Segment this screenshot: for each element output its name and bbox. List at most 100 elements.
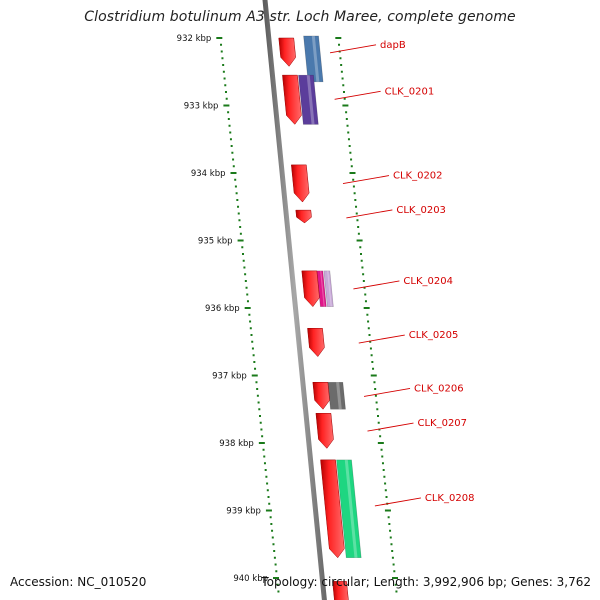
minor-tick-left [272,543,275,546]
major-tick-right [384,509,391,512]
minor-tick-right [357,226,360,228]
label-leader-line [374,497,421,507]
major-tick-right [392,577,399,579]
feature-lavender [323,270,334,307]
minor-tick-right [362,280,365,282]
minor-tick-right [381,462,384,465]
gene-arrow [312,382,330,410]
minor-tick-left [237,205,240,208]
minor-tick-left [275,570,278,573]
minor-tick-right [384,489,387,492]
minor-tick-left [227,111,230,114]
major-tick-left [237,239,244,242]
gene-arrow [307,328,325,357]
minor-tick-left [266,482,269,485]
minor-tick-right [368,334,371,336]
major-tick-right [356,239,363,242]
gene-label: CLK_0207 [417,418,467,429]
minor-tick-right [353,192,356,195]
minor-tick-left [235,192,238,195]
scale-tick-label: 934 kbp [191,169,226,179]
minor-tick-right [369,347,372,350]
scale-tick-label: 935 kbp [198,237,233,247]
minor-tick-right [373,381,376,384]
minor-tick-right [379,435,382,438]
minor-tick-left [261,435,264,438]
minor-tick-right [381,455,384,458]
minor-tick-left [262,448,265,451]
feature-highlight [327,270,332,307]
minor-tick-right [380,448,383,451]
minor-tick-left [229,131,232,134]
minor-tick-right [367,320,370,323]
feature-green [336,459,362,559]
gene-label: CLK_0204 [403,276,453,287]
minor-tick-right [390,543,393,546]
minor-tick-left [271,529,274,532]
minor-tick-right [389,529,392,532]
minor-tick-right [346,124,349,127]
minor-tick-right [350,158,353,161]
feature-highlight [306,75,315,125]
minor-tick-left [232,165,235,168]
feature-track [298,35,362,559]
major-tick-right [377,442,384,444]
gene-arrow [278,37,296,67]
minor-tick-left [222,64,225,66]
minor-tick-right [366,313,369,316]
scale-tick-label: 933 kbp [184,102,219,112]
minor-tick-right [367,327,370,330]
minor-tick-right [392,563,395,566]
minor-tick-right [391,556,394,559]
minor-tick-right [345,118,348,120]
minor-tick-right [345,111,348,114]
minor-tick-right [395,590,398,593]
minor-tick-left [250,334,253,336]
feature-purple [298,74,319,125]
minor-tick-right [342,91,345,93]
map-title: Clostridium botulinum A3 str. Loch Maree… [84,9,516,25]
minor-tick-left [232,158,235,161]
gene-arrow [282,74,302,125]
minor-tick-right [375,401,378,404]
minor-tick-right [393,570,396,573]
minor-tick-left [234,178,237,181]
minor-tick-left [267,496,270,498]
minor-tick-left [230,145,233,147]
gene-track [278,37,349,600]
minor-tick-left [265,475,268,478]
minor-tick-right [343,97,346,100]
minor-tick-left [234,185,237,188]
minor-tick-right [356,219,359,222]
minor-tick-left [227,118,230,120]
minor-tick-right [362,273,365,276]
minor-tick-right [357,232,360,235]
minor-tick-right [374,394,377,397]
minor-tick-left [231,151,234,154]
minor-tick-left [259,421,262,424]
scale-tick-label: 939 kbp [226,507,261,517]
minor-tick-right [355,205,358,208]
scale-tick-label: 938 kbp [219,439,254,449]
scale-tick-label: 937 kbp [212,372,247,382]
minor-tick-left [221,57,224,60]
major-tick-left [244,307,251,309]
feature-steelblue [303,35,324,83]
gene-arrow [291,164,310,203]
major-tick-right [370,374,377,377]
label-leader-line [358,334,405,344]
minor-tick-left [252,354,255,357]
minor-tick-right [342,84,345,87]
minor-tick-left [256,394,259,397]
gene-label: CLK_0201 [385,86,435,97]
gene-arrow [320,459,345,559]
gene-label: CLK_0203 [396,205,446,216]
minor-tick-left [244,280,247,282]
scale-tick-label: 932 kbp [177,34,212,44]
minor-tick-left [243,266,246,269]
feature-highlight [344,459,358,558]
minor-tick-left [258,408,261,411]
scale-tick-labels: 932 kbp 933 kbp 934 kbp 935 kbp 936 kbp 937 k… [177,34,268,584]
minor-tick-right [355,212,358,215]
gene-labels: dapB CLK_0201 CLK_0202 CLK_0203 CLK_0204 CLK_… [380,40,474,504]
